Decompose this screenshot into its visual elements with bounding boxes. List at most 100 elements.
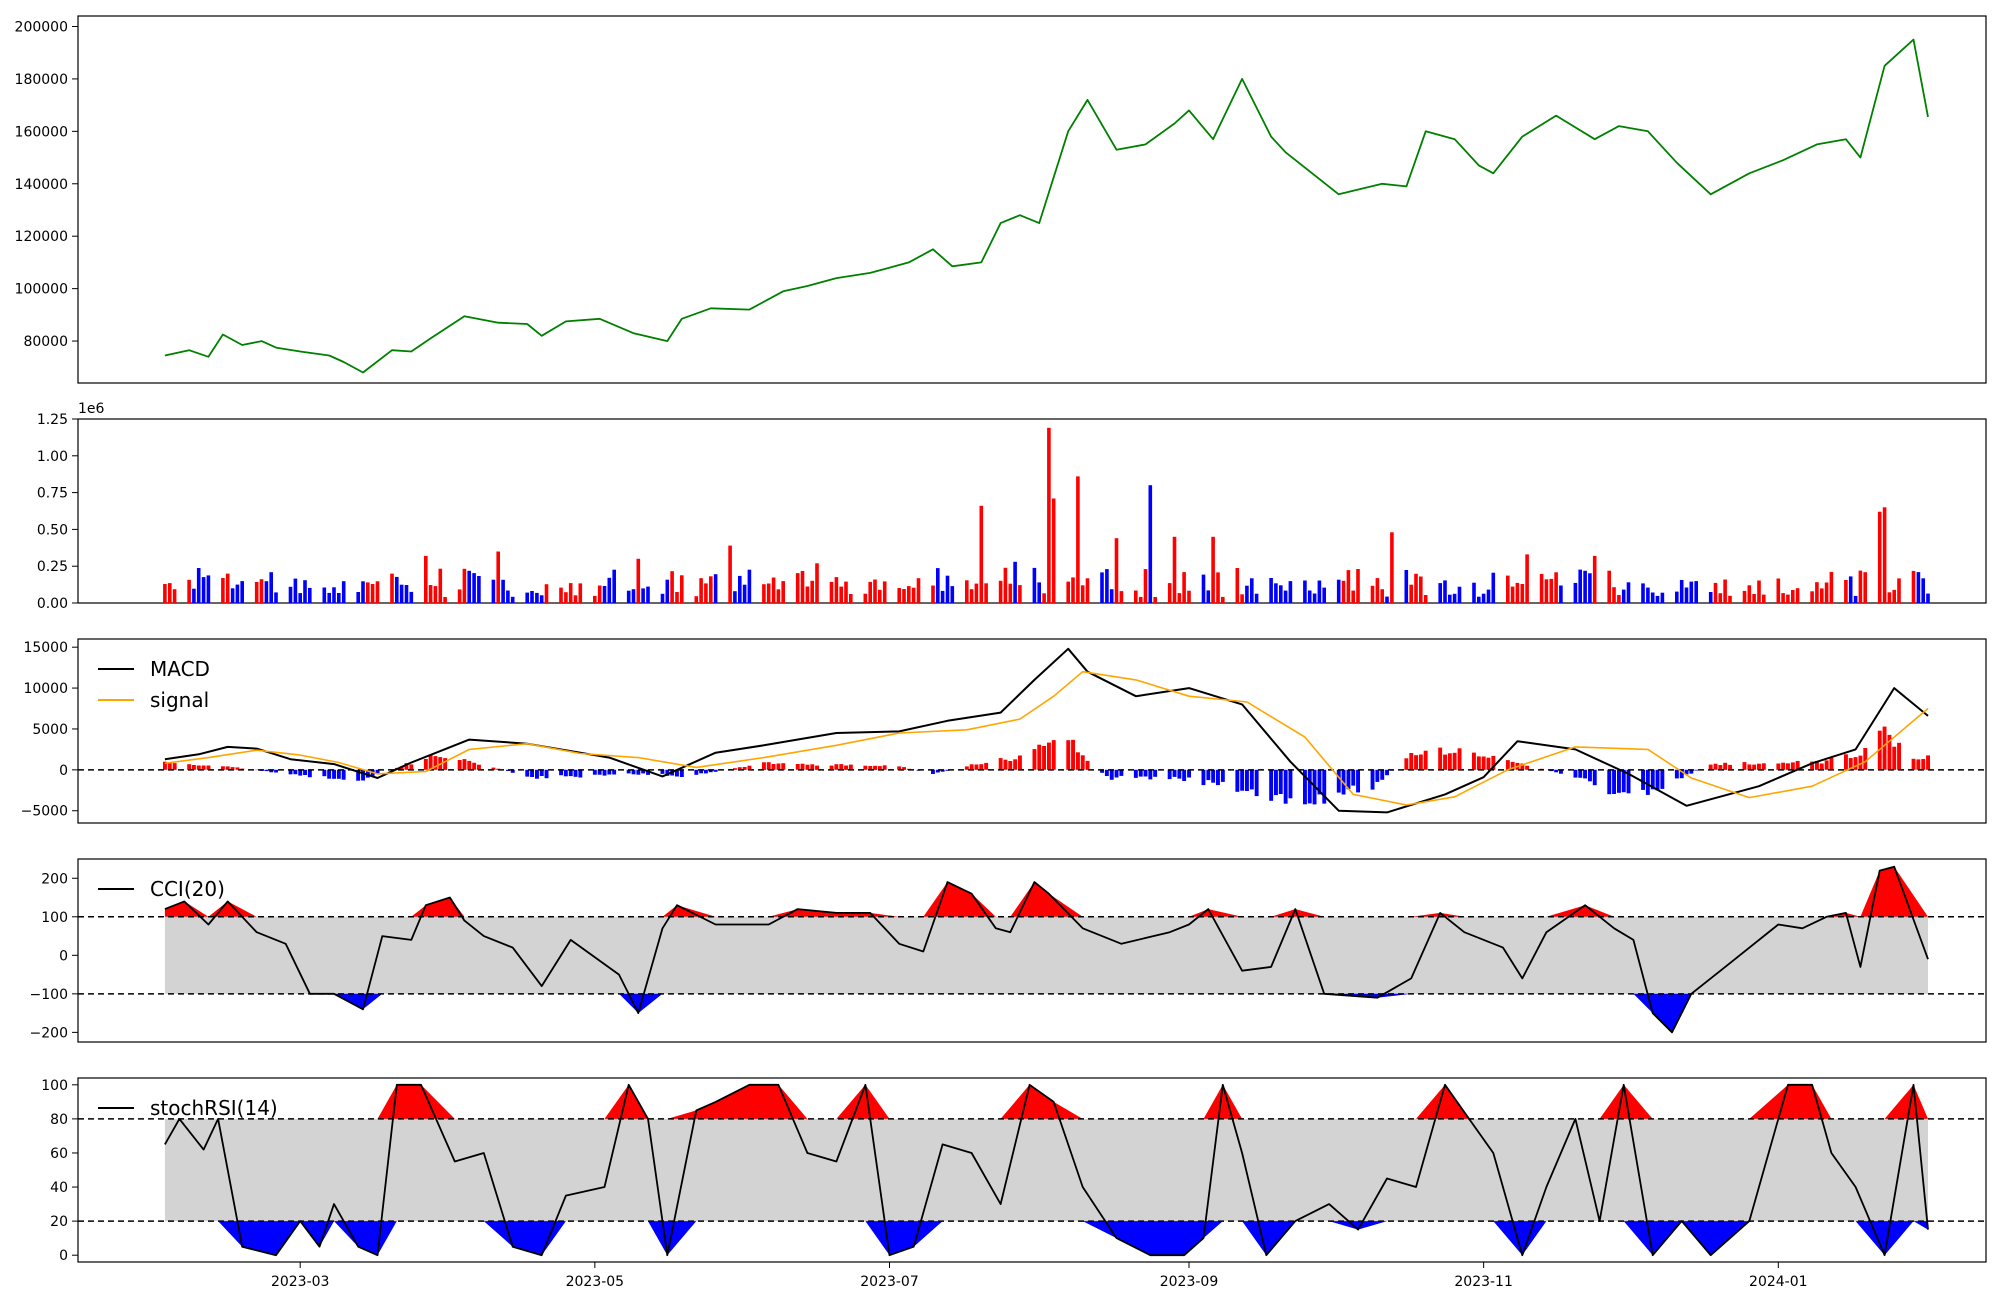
x-tick-label: 2023-07: [860, 1274, 919, 1290]
macd-histogram-bar: [1240, 770, 1244, 791]
macd-histogram-bar: [308, 770, 312, 777]
volume-y-tick-label: 0.00: [37, 596, 68, 612]
volume-bar: [1511, 587, 1515, 603]
volume-bar: [1066, 582, 1070, 603]
volume-bar: [844, 582, 848, 603]
volume-axes-frame: [78, 419, 1986, 603]
volume-bar: [434, 586, 438, 603]
volume-bar: [337, 593, 341, 603]
macd-histogram-bar: [1482, 757, 1486, 770]
volume-bar: [728, 546, 732, 603]
macd-histogram-bar: [1066, 740, 1070, 770]
volume-bar: [1018, 585, 1022, 603]
volume-bar: [675, 592, 679, 603]
macd-histogram-bar: [1308, 770, 1312, 804]
volume-bar: [496, 552, 500, 604]
volume-bar: [226, 574, 230, 603]
volume-bar: [632, 589, 636, 603]
macd-histogram-bar: [1211, 770, 1215, 783]
macd-histogram-bar: [1004, 760, 1008, 770]
volume-bar: [1318, 581, 1322, 604]
stochrsi-y-tick-label: 20: [50, 1214, 68, 1230]
volume-bar: [1221, 597, 1225, 603]
macd-histogram-bar: [187, 764, 191, 770]
volume-bar: [574, 595, 578, 603]
macd-histogram-bar: [1182, 770, 1186, 781]
volume-bar: [221, 578, 225, 603]
macd-histogram-bar: [1414, 755, 1418, 770]
volume-bar: [1342, 581, 1346, 603]
macd-histogram-bar: [979, 764, 983, 770]
volume-y-tick-label: 0.50: [37, 522, 68, 538]
macd-histogram-bar: [1656, 770, 1660, 791]
volume-bar: [535, 593, 539, 603]
volume-bar: [361, 581, 365, 603]
macd-histogram-bar: [1177, 770, 1181, 779]
macd-histogram-bar: [337, 770, 341, 779]
volume-bar: [1120, 591, 1124, 603]
macd-histogram-bar: [1472, 753, 1476, 770]
macd-histogram-bar: [322, 770, 326, 776]
volume-bar: [815, 563, 819, 603]
volume-bar: [1926, 594, 1930, 603]
macd-histogram-bar: [1424, 751, 1428, 770]
volume-bar: [559, 588, 563, 603]
macd-histogram-bar: [714, 770, 718, 772]
volume-bar: [1240, 594, 1244, 603]
volume-bar: [970, 589, 974, 603]
volume-bar: [429, 585, 433, 603]
macd-histogram-bar: [1409, 753, 1413, 770]
stochrsi-y-tick-label: 100: [41, 1078, 68, 1094]
macd-histogram-bar: [574, 770, 578, 777]
macd-histogram-bar: [1008, 761, 1012, 770]
macd-histogram-bar: [274, 770, 278, 773]
volume-bar: [289, 587, 293, 603]
volume-bar: [965, 580, 969, 603]
volume-bar: [1554, 572, 1558, 603]
volume-bar: [897, 588, 901, 603]
volume-bar: [849, 594, 853, 603]
macd-histogram-bar: [1221, 770, 1225, 782]
volume-bar: [1892, 590, 1896, 603]
macd-histogram-bar: [327, 770, 331, 779]
volume-bar: [1521, 584, 1525, 603]
volume-bar: [666, 580, 670, 603]
macd-histogram-bar: [839, 764, 843, 770]
macd-histogram-bar: [984, 763, 988, 770]
volume-bar: [1071, 577, 1075, 603]
volume-bar: [598, 586, 602, 604]
macd-histogram-bar: [767, 762, 771, 770]
volume-bar: [1748, 585, 1752, 603]
macd-histogram-bar: [477, 765, 481, 770]
macd-histogram-bar: [1042, 746, 1046, 770]
volume-bar: [637, 559, 641, 603]
macd-histogram-bar: [1607, 770, 1611, 794]
macd-histogram-bar: [1617, 770, 1621, 793]
volume-bar: [1424, 595, 1428, 603]
volume-bar: [1472, 583, 1476, 603]
macd-histogram-bar: [1921, 759, 1925, 770]
price-y-tick-label: 200000: [15, 19, 68, 35]
macd-histogram-bar: [1574, 770, 1578, 778]
volume-bar: [738, 576, 742, 603]
macd-histogram-bar: [1916, 759, 1920, 769]
volume-bar: [931, 586, 935, 604]
volume-bar: [1448, 595, 1452, 603]
macd-histogram-bar: [1356, 770, 1360, 793]
volume-bar: [240, 581, 244, 603]
macd-histogram-bar: [1134, 770, 1138, 778]
volume-bar: [506, 591, 510, 604]
macd-histogram-bar: [1187, 770, 1191, 778]
volume-bar: [1419, 577, 1423, 604]
macd-histogram-bar: [1757, 764, 1761, 770]
volume-bar: [835, 577, 839, 603]
volume-bar: [1013, 562, 1017, 603]
macd-histogram-bar: [559, 770, 563, 775]
macd-histogram-bar: [1380, 770, 1384, 780]
volume-bar: [1236, 568, 1240, 603]
macd-histogram-bar: [463, 759, 467, 770]
volume-y-tick-label: 0.75: [37, 486, 68, 502]
macd-legend-label: signal: [150, 688, 209, 712]
